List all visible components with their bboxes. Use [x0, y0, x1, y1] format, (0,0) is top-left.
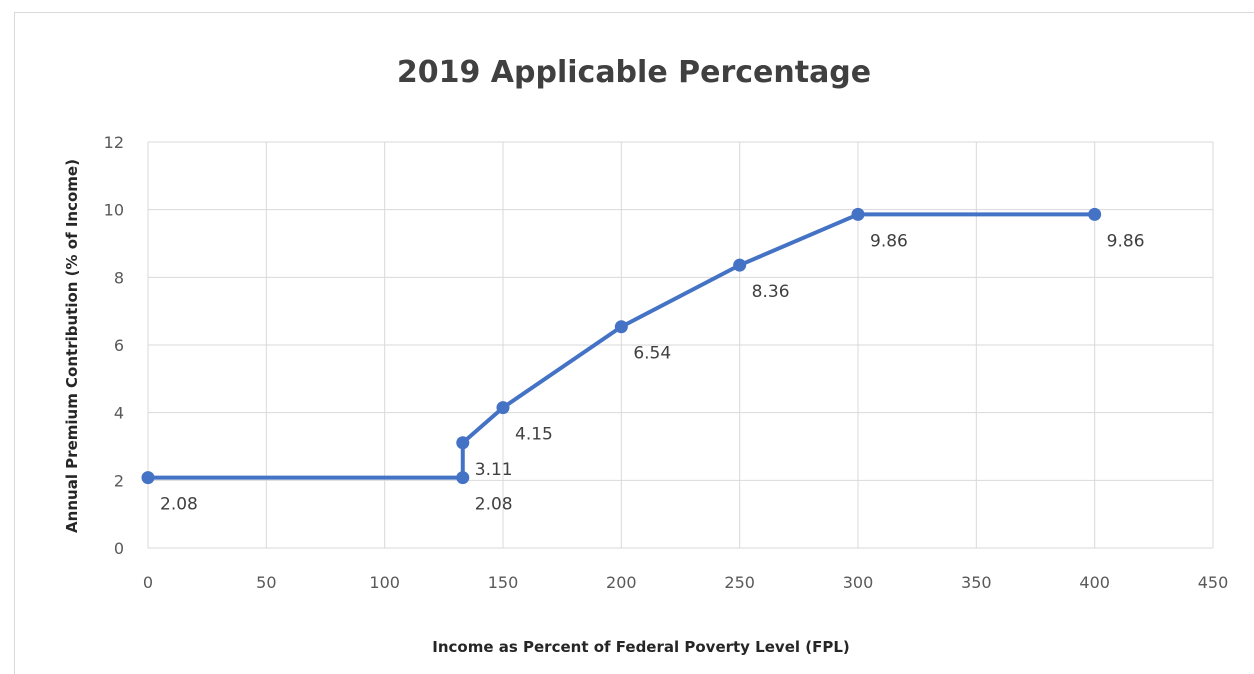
x-tick-label: 150	[488, 573, 519, 592]
data-label: 3.11	[475, 460, 513, 480]
x-tick-label: 200	[606, 573, 637, 592]
data-point	[1088, 207, 1102, 221]
x-tick-label: 100	[369, 573, 400, 592]
chart-title: 2019 Applicable Percentage	[397, 55, 871, 90]
y-axis-label: Annual Premium Contribution (% of Income…	[63, 159, 81, 533]
y-tick-label: 6	[114, 336, 124, 355]
y-tick-label: 2	[114, 471, 124, 490]
y-tick-label: 12	[104, 133, 124, 152]
x-tick-label: 350	[961, 573, 992, 592]
x-axis-label: Income as Percent of Federal Poverty Lev…	[432, 638, 850, 656]
data-label: 9.86	[1107, 231, 1145, 251]
gridlines	[147, 141, 1214, 549]
data-label: 2.08	[475, 495, 513, 515]
data-point	[851, 207, 865, 221]
data-point	[456, 471, 470, 485]
data-point	[733, 258, 747, 272]
x-tick-label: 50	[256, 573, 276, 592]
x-tick-label: 250	[724, 573, 755, 592]
y-tick-label: 10	[104, 201, 124, 220]
tick-labels: 0 50 100 150 200 250 300 350 400 450 0 2 4 6 8 10 12	[104, 133, 1229, 592]
data-point	[456, 436, 470, 450]
y-tick-label: 4	[114, 404, 124, 423]
x-tick-label: 0	[143, 573, 153, 592]
data-point	[141, 471, 155, 485]
data-labels: 2.08 2.08 3.114.15 6.54 8.36 9.86 9.86	[160, 231, 1145, 514]
data-points	[141, 207, 1102, 485]
x-tick-label: 400	[1079, 573, 1110, 592]
chart-frame	[14, 12, 1254, 674]
data-label: 4.15	[515, 425, 553, 445]
y-tick-label: 0	[114, 539, 124, 558]
data-point	[614, 320, 628, 334]
data-label: 2.08	[160, 495, 198, 515]
x-tick-label: 450	[1198, 573, 1229, 592]
data-point	[496, 401, 510, 415]
data-label: 9.86	[870, 231, 908, 251]
data-label: 8.36	[752, 282, 790, 302]
data-label: 6.54	[633, 344, 671, 364]
x-tick-label: 300	[843, 573, 874, 592]
y-tick-label: 8	[114, 268, 124, 287]
